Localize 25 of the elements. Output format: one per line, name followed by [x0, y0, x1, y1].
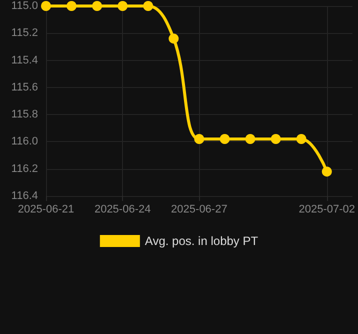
- y-tick-label: 115.6: [11, 81, 38, 94]
- point: [322, 166, 332, 177]
- point: [296, 134, 306, 144]
- point: [220, 134, 230, 144]
- y-tick-label: 115.4: [11, 54, 38, 66]
- x-tick-label: 2025-06-21: [18, 204, 74, 216]
- y-tick-label: 115.0: [11, 0, 38, 12]
- legend-label: Avg. pos. in lobby PT: [144, 234, 259, 248]
- y-tick-label: 116.4: [11, 190, 38, 202]
- point: [41, 1, 51, 11]
- x-tick-label: 2025-06-24: [94, 204, 151, 216]
- y-tick-label: 115.2: [11, 27, 38, 40]
- y-tick-label: 116.2: [11, 162, 38, 175]
- point: [168, 34, 179, 44]
- x-tick-label: 2025-07-02: [298, 204, 356, 216]
- point: [245, 134, 256, 144]
- point: [66, 1, 77, 11]
- point: [270, 134, 281, 144]
- x-tick-label: 2025-06-27: [171, 204, 228, 216]
- point: [194, 134, 204, 144]
- y-tick-label: 116.0: [11, 136, 38, 148]
- point: [143, 1, 154, 11]
- y-tick-label: 115.8: [11, 108, 38, 121]
- point: [118, 1, 128, 11]
- point: [92, 1, 102, 11]
